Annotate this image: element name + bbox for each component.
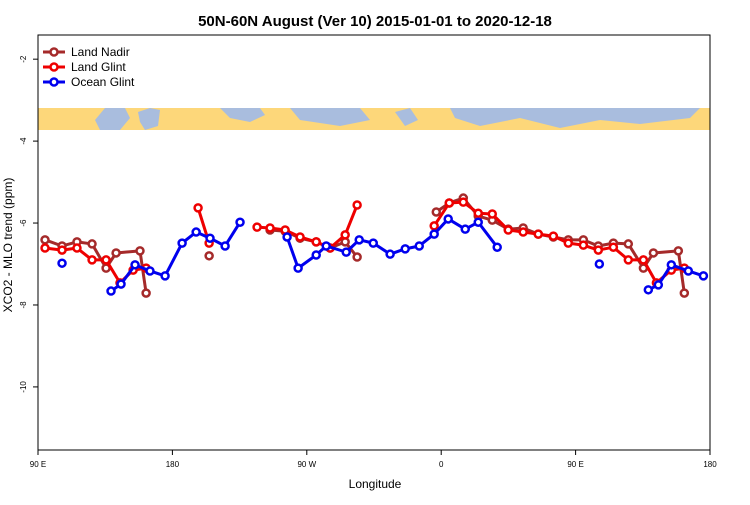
x-tick-label: 0 <box>439 460 444 469</box>
data-point <box>503 225 514 235</box>
data-point <box>141 288 151 298</box>
data-point <box>666 260 677 270</box>
data-point <box>57 245 67 255</box>
data-point <box>111 248 121 258</box>
data-point <box>57 258 67 268</box>
data-point <box>40 243 50 253</box>
data-point <box>548 231 559 241</box>
data-point <box>679 288 690 298</box>
data-point <box>235 217 245 227</box>
data-point <box>518 227 528 237</box>
data-point <box>683 266 694 276</box>
data-point <box>72 243 82 253</box>
data-point <box>252 222 262 232</box>
data-point <box>341 247 351 257</box>
data-point <box>698 271 709 281</box>
data-point <box>204 251 214 261</box>
data-point <box>400 244 410 254</box>
x-axis-label: Longitude <box>349 477 402 491</box>
data-point <box>431 207 442 217</box>
data-point <box>623 239 634 249</box>
data-point <box>623 255 634 265</box>
data-point <box>354 235 364 245</box>
x-tick-label: 90 E <box>30 460 46 469</box>
data-point <box>116 279 126 289</box>
data-point <box>160 271 170 281</box>
legend-marker <box>49 77 59 87</box>
data-point <box>352 200 362 210</box>
series-line <box>44 200 685 285</box>
y-tick-label: -6 <box>19 219 28 227</box>
data-point <box>458 197 469 207</box>
data-point <box>473 217 483 227</box>
data-point <box>130 260 140 270</box>
data-point <box>385 249 395 259</box>
data-point <box>648 248 659 258</box>
data-point <box>191 227 201 237</box>
plot-frame <box>37 34 711 451</box>
y-axis-label: XCO2 - MLO trend (ppm) <box>1 178 15 313</box>
data-point <box>87 239 97 249</box>
data-point <box>487 209 498 219</box>
data-point <box>643 285 654 295</box>
data-point <box>321 241 331 251</box>
y-tick-label: -2 <box>19 55 28 63</box>
chart-title: 50N-60N August (Ver 10) 2015-01-01 to 20… <box>198 13 552 30</box>
data-point <box>101 255 111 265</box>
data-point <box>87 255 97 265</box>
data-point <box>608 242 619 252</box>
data-point <box>135 246 145 256</box>
data-point <box>533 229 544 239</box>
data-point <box>673 246 684 256</box>
data-point <box>340 230 350 240</box>
data-point <box>638 255 649 265</box>
data-point <box>293 263 303 273</box>
data-point <box>594 259 605 269</box>
data-point <box>145 266 155 276</box>
data-point <box>443 214 453 224</box>
legend-label: Land Nadir <box>71 45 130 59</box>
data-point <box>352 252 362 262</box>
data-point <box>193 203 203 213</box>
data-point <box>429 229 439 239</box>
data-point <box>492 242 502 252</box>
x-tick-label: 180 <box>166 460 180 469</box>
data-point <box>368 238 379 248</box>
data-point <box>473 208 483 218</box>
legend-marker <box>49 62 59 72</box>
data-point <box>40 235 50 245</box>
legend-label: Ocean Glint <box>71 75 135 89</box>
x-tick-label: 90 E <box>567 460 583 469</box>
data-point <box>578 240 589 250</box>
y-tick-label: -4 <box>19 137 28 145</box>
map-strip <box>38 108 710 130</box>
data-point <box>177 238 187 248</box>
data-point <box>265 223 275 233</box>
data-point <box>311 237 321 247</box>
y-tick-label: -10 <box>19 381 28 393</box>
data-point <box>311 250 321 260</box>
data-point <box>106 286 116 296</box>
legend-label: Land Glint <box>71 60 126 74</box>
data-point <box>429 221 439 231</box>
data-point <box>295 232 305 242</box>
data-point <box>563 238 574 248</box>
data-point <box>460 224 470 234</box>
data-point <box>205 233 215 243</box>
y-tick-label: -8 <box>19 301 28 309</box>
data-point <box>220 241 230 251</box>
data-point <box>282 232 292 242</box>
data-point <box>444 198 455 208</box>
data-point <box>593 245 604 255</box>
data-point <box>653 280 664 290</box>
x-tick-label: 90 W <box>297 460 316 469</box>
data-point <box>414 241 424 251</box>
legend-marker <box>49 47 59 57</box>
x-tick-label: 180 <box>703 460 717 469</box>
